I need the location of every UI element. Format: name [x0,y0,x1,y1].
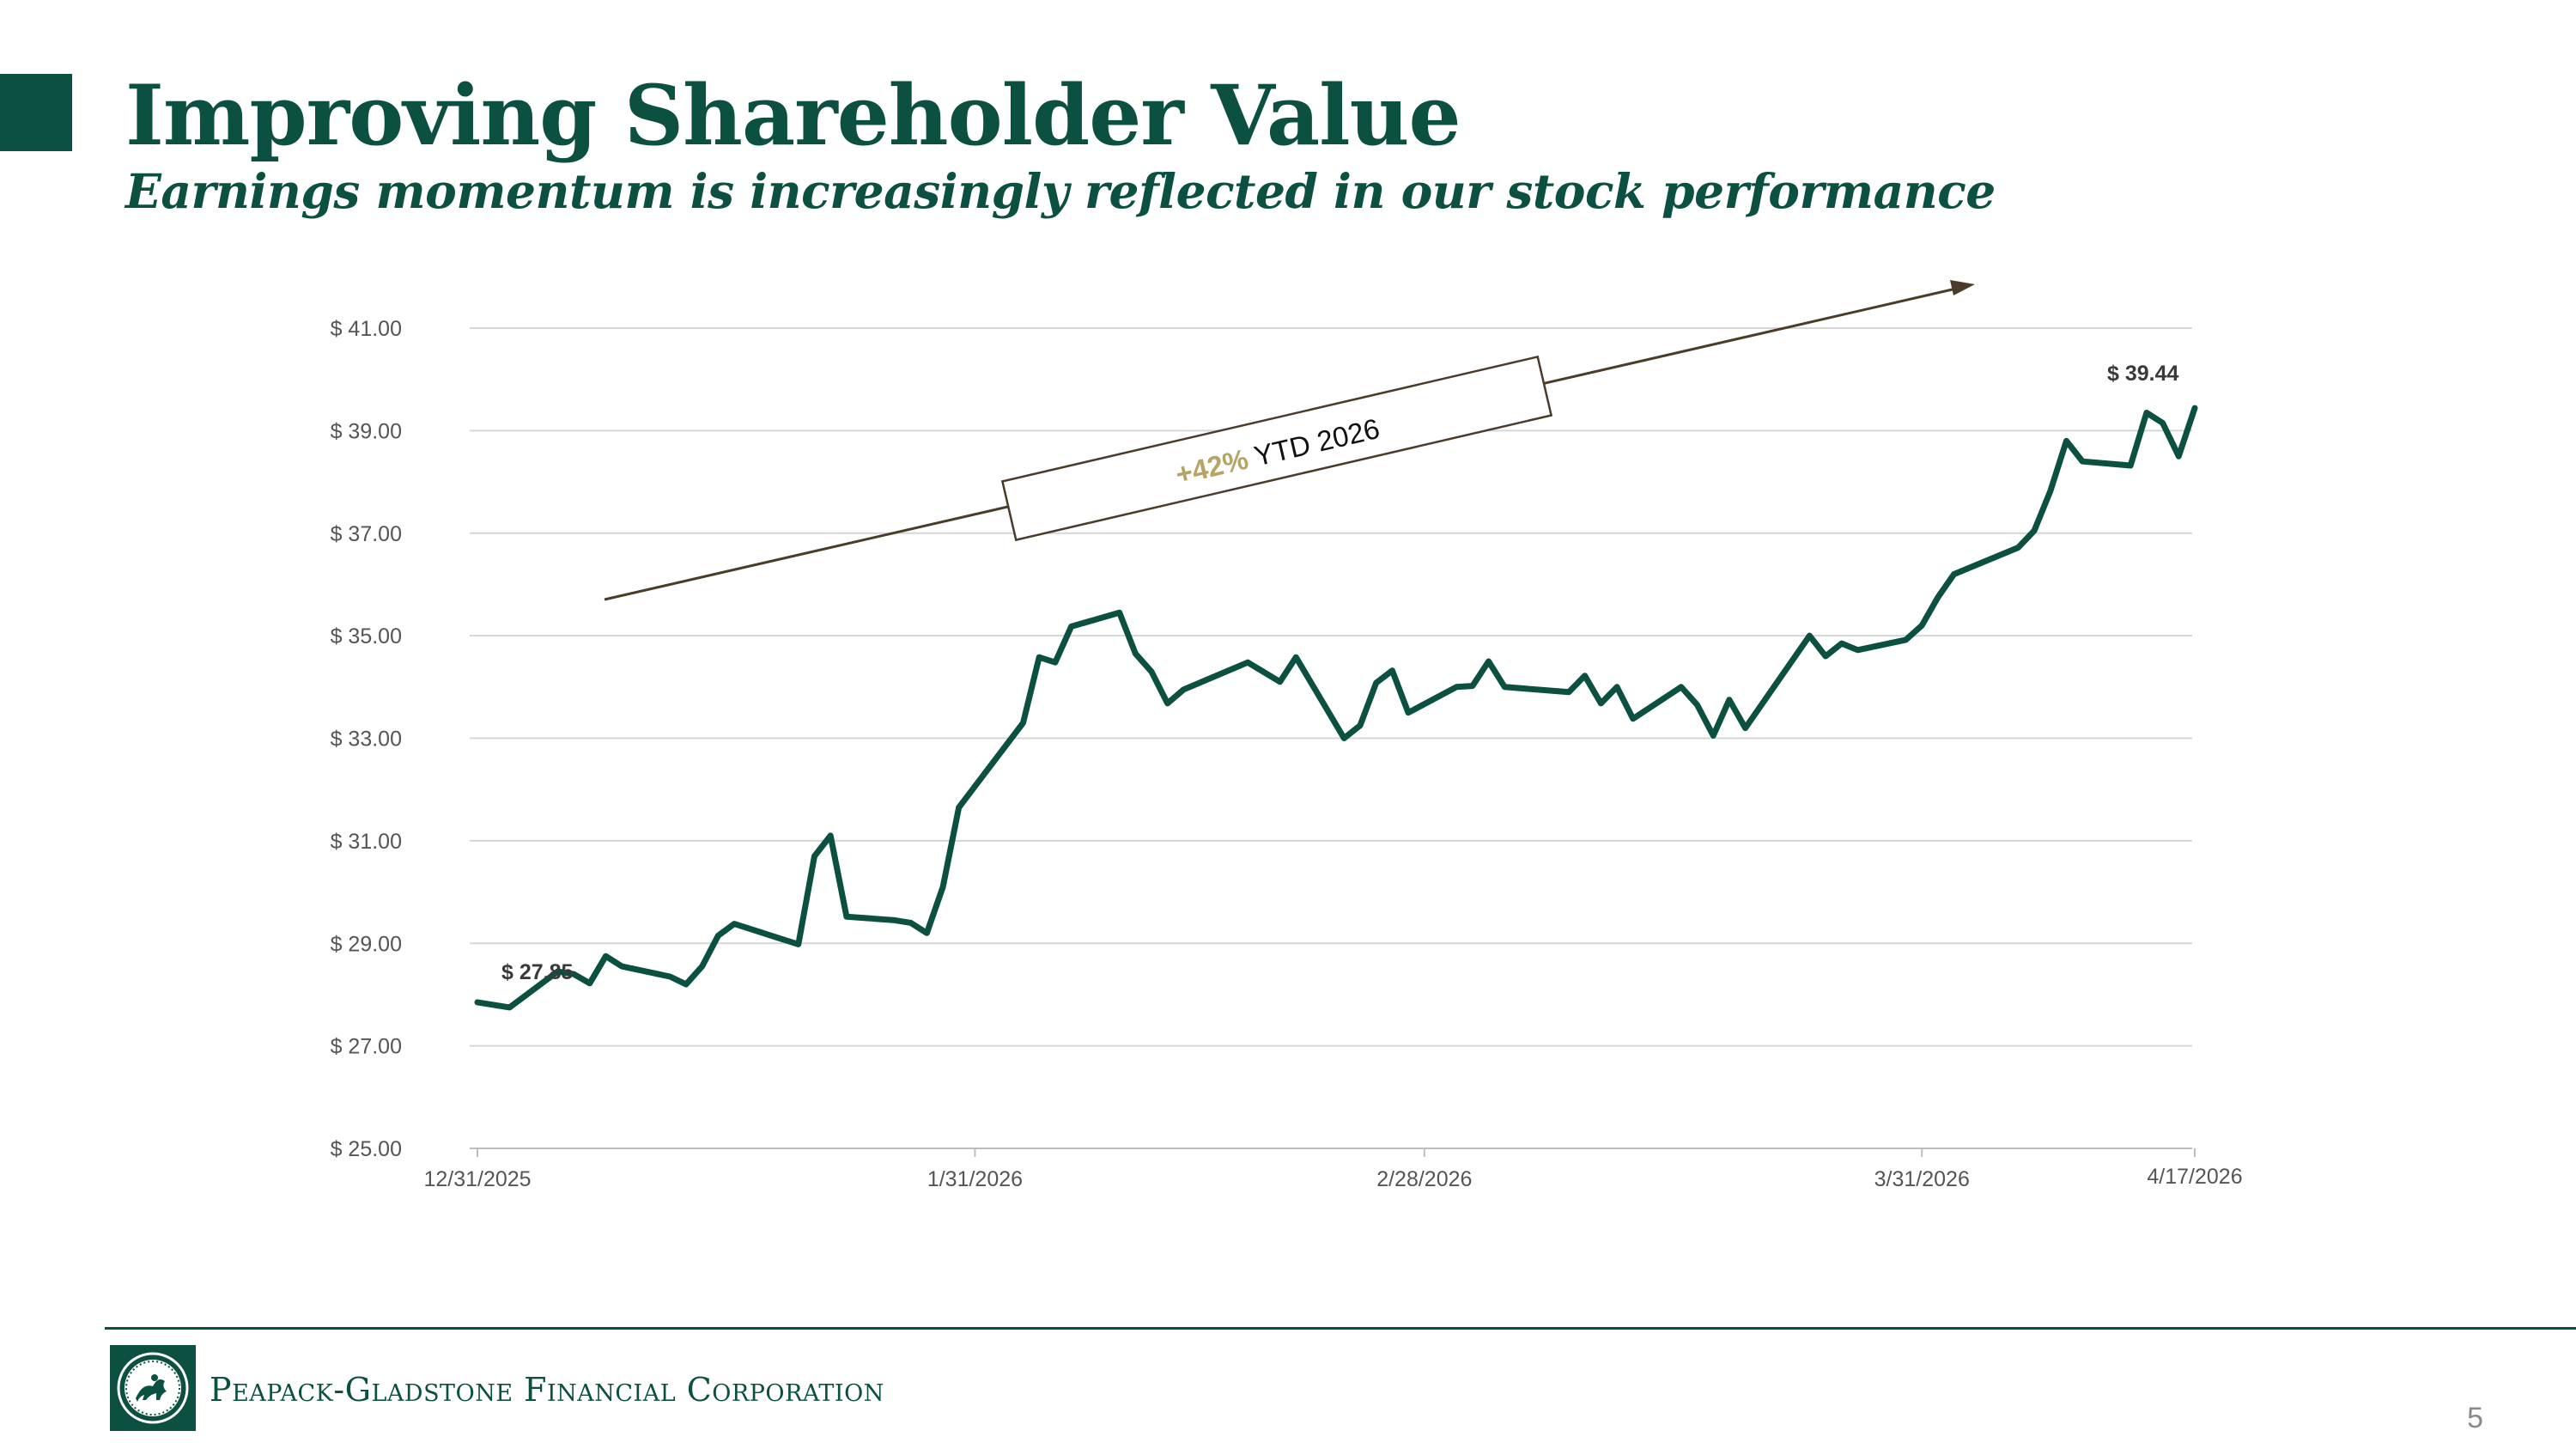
x-tick-label: 2/28/2026 [1376,1167,1472,1191]
ytd-callout-box: +42% YTD 2026 [1000,355,1553,542]
y-axis-tick-labels: $ 25.00 $ 27.00 $ 29.00 $ 31.00 $ 33.00 $ 35.… [331,317,402,1161]
price-series [474,405,2198,1011]
ytd-callout-frame [1000,355,1553,542]
y-tick-label: $ 41.00 [331,317,402,341]
y-tick-label: $ 31.00 [331,830,402,854]
page-subtitle: Earnings momentum is increasingly reflec… [125,163,1996,219]
y-tick-label: $ 33.00 [331,728,402,752]
x-axis: 12/31/2025 1/31/2026 2/28/2026 3/31/2026 4/1… [423,1148,2243,1191]
x-tick-label: 4/17/2026 [2147,1165,2242,1189]
chart-gridlines [470,327,2192,1047]
page-title: Improving Shareholder Value [125,67,1461,164]
trend-arrow-head [1950,280,1975,295]
company-name: Peapack-Gladstone Financial Corporation [210,1371,884,1409]
chart-data-labels: $ 27.85 $ 39.44 [501,362,2179,984]
footer-divider [105,1327,2576,1330]
company-logo [110,1345,196,1431]
page-number: 5 [2467,1402,2483,1434]
y-tick-label: $ 25.00 [331,1137,402,1161]
x-tick-label: 3/31/2026 [1874,1167,1970,1191]
y-tick-label: $ 35.00 [331,624,402,648]
data-label: $ 39.44 [2107,362,2179,386]
price-line [474,405,2198,1011]
title-accent-square [0,74,72,151]
data-label: $ 27.85 [501,960,574,984]
y-tick-label: $ 37.00 [331,522,402,546]
y-tick-label: $ 39.00 [331,419,402,443]
x-tick-label: 1/31/2026 [927,1167,1023,1191]
y-tick-label: $ 29.00 [331,932,402,956]
y-tick-label: $ 27.00 [331,1035,402,1059]
x-tick-label: 12/31/2025 [423,1167,531,1191]
